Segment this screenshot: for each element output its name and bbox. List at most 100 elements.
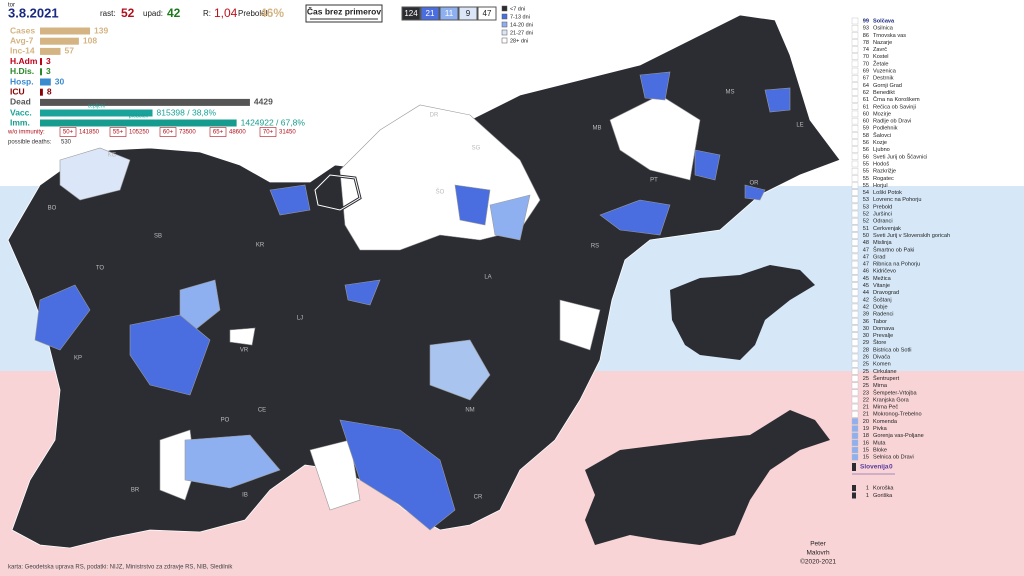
mun-swatch: [851, 346, 859, 354]
map-zone-blue: [269, 184, 311, 216]
map-label: KR: [256, 243, 265, 249]
mun-name: Bloke: [873, 447, 887, 453]
mun-value: 70: [863, 61, 869, 67]
mun-name: Ljubno: [873, 147, 890, 153]
stat-bar: [40, 47, 61, 55]
mun-swatch: [851, 175, 859, 182]
mun-swatch: [851, 167, 859, 175]
button[interactable]: Čas brez primerov: [307, 5, 381, 16]
mun-swatch: [851, 246, 859, 254]
toggle: 124: [404, 9, 418, 18]
mun-value: 74: [863, 47, 869, 53]
vacc-value: 1424922 / 67,8%: [241, 117, 306, 127]
mun-name: Žetale: [873, 59, 889, 67]
mun-value: 78: [863, 40, 869, 46]
mun-name: Horjul: [873, 183, 888, 189]
mun-value: 60: [863, 119, 869, 125]
toggle-box[interactable]: [458, 6, 478, 21]
mun-name: Solčava: [873, 18, 895, 24]
mun-value: 30: [863, 333, 869, 339]
toggle-box[interactable]: [401, 6, 421, 21]
map-label: PT: [650, 178, 658, 184]
mun-value: 15: [863, 447, 869, 453]
mun-value: 55: [863, 169, 869, 175]
region-swatch: [852, 485, 856, 491]
mun-name: Podlehnik: [873, 126, 898, 132]
stat-value: 30: [55, 76, 65, 86]
stat-value: 3: [46, 66, 51, 76]
mun-value: 15: [863, 455, 869, 461]
map-zone-blue: [744, 184, 766, 201]
mun-swatch: [851, 325, 859, 332]
map-label: PO: [221, 418, 230, 424]
mun-value: 25: [863, 362, 869, 368]
mun-swatch: [851, 89, 859, 96]
mun-value: 56: [863, 154, 869, 160]
mun-swatch: [851, 67, 859, 75]
map-label: IB: [242, 493, 248, 499]
header: tor 3.8.2021 rast: 52 upad: 42 R: 1,04 P…: [8, 3, 383, 23]
region-value: 1: [866, 485, 869, 491]
mun-name: Šoštanj: [873, 296, 892, 303]
mun-value: 21: [863, 412, 869, 418]
mun-swatch: [851, 203, 859, 211]
mun-value: 23: [863, 390, 869, 396]
map-label: TO: [96, 266, 105, 272]
mun-value: 61: [863, 97, 869, 103]
mun-value: 55: [863, 161, 869, 167]
mun-name: Kidričevo: [873, 269, 896, 275]
mun-value: 22: [863, 397, 869, 403]
mun-swatch: [851, 368, 859, 375]
mun-name: Muta: [873, 440, 886, 446]
mun-value: 55: [863, 176, 869, 182]
mun-name: Mislinja: [873, 240, 893, 246]
mun-name: Benedikt: [873, 90, 895, 96]
mun-name: Cerkvenjak: [873, 226, 901, 232]
mun-name: Mežica: [873, 276, 892, 282]
country-swatch: [852, 463, 856, 471]
credits: karta: Geodetska uprava RS, podatki: NIJ…: [8, 541, 836, 571]
mun-name: Kostel: [873, 54, 889, 60]
copyright: ©2020-2021: [800, 558, 836, 566]
map-highlight-inner: [314, 174, 361, 211]
toggle-box[interactable]: [477, 6, 497, 21]
mun-name: Razkrižje: [873, 169, 896, 175]
mun-swatch: [851, 310, 859, 318]
mun-value: 99: [863, 18, 869, 24]
stat-value: 57: [65, 46, 75, 56]
mun-name: Trnovska vas: [873, 33, 906, 39]
map-label: CE: [258, 408, 266, 414]
mun-swatch: [851, 418, 859, 425]
mini-map: [585, 410, 830, 545]
mun-name: Prebold: [873, 204, 892, 210]
legend-label: 28+ dni: [510, 38, 528, 44]
stat-bar: [40, 37, 79, 45]
map-zone-white: [309, 439, 361, 511]
toggle-box[interactable]: [439, 6, 459, 21]
mun-swatch: [851, 160, 859, 168]
mun-swatch: [851, 275, 859, 282]
mun-swatch: [851, 411, 859, 418]
stat-label: H.Adm: [10, 56, 38, 66]
map-label: KP: [74, 356, 82, 362]
map-label: DR: [430, 113, 439, 119]
mun-swatch: [851, 46, 859, 53]
legend: <7 dni 7-13 dni 14-20 dni 21-27 dni 28+ dni: [501, 5, 533, 44]
map-label: SG: [472, 146, 481, 152]
map-label: NM: [465, 408, 474, 414]
map-label: KG: [108, 153, 117, 159]
button-box[interactable]: [305, 4, 383, 23]
age: 55+: [113, 130, 124, 136]
mun-value: 47: [863, 262, 869, 268]
mun-name: Dobje: [873, 304, 888, 310]
mun-value: 19: [863, 426, 869, 432]
mun-value: 50: [863, 233, 869, 239]
map-zone-blue: [764, 87, 791, 113]
stat-label: Dead: [10, 97, 31, 107]
mun-value: 21: [863, 405, 869, 411]
mun-swatch: [851, 232, 859, 239]
mun-swatch: [851, 153, 859, 161]
mun-value: 26: [863, 355, 869, 361]
age-box: [59, 127, 77, 137]
toggle-box[interactable]: [420, 6, 440, 21]
